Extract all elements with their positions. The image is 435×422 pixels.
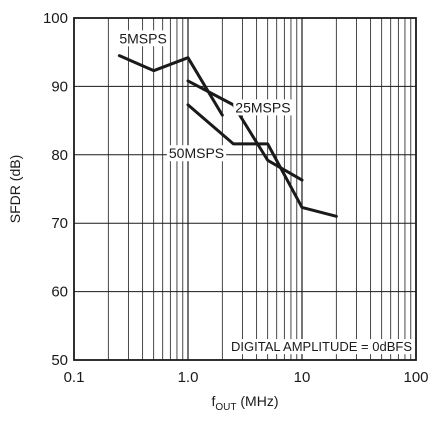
y-tick-label: 80 (51, 147, 68, 164)
series-labels: 5MSPS 25MSPS 50MSPS (117, 30, 293, 162)
y-axis-label: SFDR (dB) (7, 155, 23, 223)
x-tick-label: 100 (403, 369, 428, 386)
series-line-50msps (186, 79, 304, 182)
annotation-background (228, 339, 415, 355)
y-tick-label: 70 (51, 215, 68, 232)
series-label-25msps: 25MSPS (235, 99, 290, 115)
y-tick-label: 60 (51, 284, 68, 301)
series-label-background (166, 145, 227, 162)
y-tick-label: 50 (51, 352, 68, 369)
tick-labels: 0.1 1.0 10 100 50 60 70 80 90 100 (43, 10, 429, 386)
series-label-background (233, 99, 293, 116)
grid (74, 18, 416, 360)
series-label-50msps: 50MSPS (169, 145, 224, 161)
x-axis-label: fOUT (MHz) (212, 393, 279, 413)
x-axis-label-main: f (212, 393, 216, 409)
x-tick-label: 0.1 (64, 369, 85, 386)
x-tick-label: 1.0 (178, 369, 199, 386)
series-label-background (117, 30, 169, 47)
plot-area (73, 17, 417, 361)
series-label-5msps: 5MSPS (119, 30, 166, 46)
series-layer (117, 54, 338, 218)
y-tick-label: 90 (51, 78, 68, 95)
series-line-5msps (117, 54, 224, 117)
series-line-25msps (186, 103, 338, 218)
x-axis-label-unit: (MHz) (237, 393, 279, 409)
y-tick-label: 100 (43, 10, 68, 27)
annotation-text: DIGITAL AMPLITUDE = 0dBFS (231, 339, 412, 354)
x-tick-label: 10 (294, 369, 311, 386)
x-axis-label-sub: OUT (215, 402, 236, 413)
